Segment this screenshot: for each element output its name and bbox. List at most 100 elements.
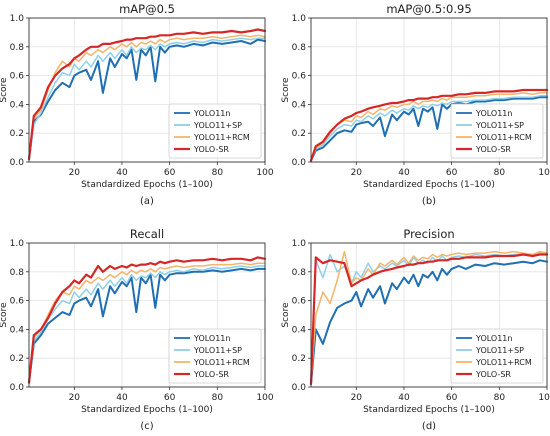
series-line-yolo11-rcm: [28, 34, 266, 160]
x-tick-label: 60: [446, 168, 458, 178]
chart-panel-2: 0.0 0.2 0.4 0.6 0.8 1.0 20 40 60 80 100 mAP@0.5:0.9…: [281, 2, 550, 207]
panel-label: (d): [422, 421, 436, 432]
series-line-yolo11-sp: [28, 37, 266, 160]
x-tick-label: 100: [256, 168, 273, 178]
x-axis-label: Standardized Epochs (1–100): [81, 180, 213, 190]
legend-entry: YOLO11n: [475, 334, 512, 343]
chart-title: mAP@0.5: [119, 2, 175, 16]
x-tick-label: 20: [69, 168, 81, 178]
series-line-yolo-sr: [27, 28, 267, 161]
legend-entry: YOLO-SR: [193, 145, 229, 154]
axes-frame: [310, 17, 548, 163]
axes-frame: [310, 242, 548, 388]
y-tick-label: 0.4: [10, 325, 25, 335]
x-tick-label: 100: [538, 393, 550, 403]
chart-title: Precision: [403, 227, 454, 241]
legend-box: [168, 328, 262, 384]
x-axis-label: Standardized Epochs (1–100): [363, 405, 495, 415]
legend-entry: YOLO11+SP: [475, 346, 524, 355]
y-tick-label: 0.2: [292, 354, 306, 364]
series-line-yolo11n: [310, 259, 548, 386]
y-tick-label: 0.2: [10, 354, 24, 364]
panel-label: (a): [140, 196, 154, 207]
x-tick-label: 40: [116, 168, 128, 178]
legend: YOLO11n YOLO11+SP YOLO11+RCM YOLO-SR: [450, 328, 544, 384]
x-tick-label: 60: [164, 393, 176, 403]
y-tick-label: 0.4: [292, 100, 307, 110]
y-tick-label: 0.2: [292, 129, 306, 139]
y-tick-label: 0.4: [292, 325, 307, 335]
axes-frame: [28, 242, 266, 388]
chart-panel-1: 0.0 0.2 0.4 0.6 0.8 1.0 20 40 60 80 100 mAP@0.5 Stan…: [0, 2, 274, 207]
legend: YOLO11n YOLO11+SP YOLO11+RCM YOLO-SR: [168, 103, 262, 159]
x-tick-label: 40: [398, 393, 410, 403]
series-line-yolo11n: [310, 96, 548, 162]
y-tick-label: 0.6: [10, 72, 25, 82]
series-line-yolo-sr: [309, 253, 549, 386]
y-tick-label: 0.6: [292, 72, 307, 82]
legend-box: [450, 328, 544, 384]
series-line-yolo11n: [28, 38, 266, 161]
y-tick-label: 0.0: [292, 383, 307, 393]
legend-entry: YOLO11n: [193, 109, 230, 118]
x-tick-label: 40: [398, 168, 410, 178]
x-tick-label: 20: [351, 168, 363, 178]
y-tick-label: 0.8: [10, 268, 25, 278]
y-tick-label: 1.0: [10, 239, 25, 249]
y-tick-label: 0.0: [10, 158, 25, 168]
y-tick-label: 0.6: [10, 297, 25, 307]
y-tick-label: 0.8: [10, 43, 25, 53]
y-tick-label: 1.0: [292, 239, 307, 249]
chart-title: mAP@0.5:0.95: [386, 2, 471, 16]
x-axis-label: Standardized Epochs (1–100): [81, 405, 213, 415]
x-tick-label: 80: [212, 393, 224, 403]
chart-title: Recall: [130, 227, 164, 241]
x-tick-label: 100: [538, 168, 550, 178]
y-tick-label: 1.0: [10, 14, 25, 24]
y-tick-label: 1.0: [292, 14, 307, 24]
x-tick-label: 80: [494, 168, 506, 178]
legend-entry: YOLO11+RCM: [475, 133, 532, 142]
legend-entry: YOLO-SR: [475, 145, 511, 154]
x-tick-label: 60: [164, 168, 176, 178]
x-tick-label: 80: [494, 393, 506, 403]
series-line-yolo-sr: [27, 256, 267, 384]
panel-label: (c): [140, 421, 153, 432]
legend-entry: YOLO11+RCM: [193, 133, 250, 142]
y-tick-label: 0.0: [10, 383, 25, 393]
legend-entry: YOLO11n: [193, 334, 230, 343]
x-tick-label: 100: [256, 393, 273, 403]
x-tick-label: 60: [446, 393, 458, 403]
chart-panel-3: 0.0 0.2 0.4 0.6 0.8 1.0 20 40 60 80 100 Recall Stand…: [0, 227, 274, 432]
series-line-yolo11-rcm: [310, 92, 548, 162]
panel-label: (b): [422, 196, 436, 207]
legend-box: [450, 103, 544, 159]
chart-panel-4: 0.0 0.2 0.4 0.6 0.8 1.0 20 40 60 80 100 Precision St…: [281, 227, 550, 432]
legend-entry: YOLO-SR: [475, 370, 511, 379]
y-tick-label: 0.2: [10, 129, 24, 139]
x-axis-label: Standardized Epochs (1–100): [363, 180, 495, 190]
y-tick-label: 0.6: [292, 297, 307, 307]
series-line-yolo-sr: [309, 88, 549, 162]
y-axis-label: Score: [0, 302, 9, 328]
axes-frame: [28, 17, 266, 163]
x-tick-label: 20: [351, 393, 363, 403]
legend-box: [168, 103, 262, 159]
x-tick-label: 40: [116, 393, 128, 403]
legend-entry: YOLO-SR: [193, 370, 229, 379]
legend-entry: YOLO11n: [475, 109, 512, 118]
series-line-yolo11-sp: [310, 95, 548, 162]
y-axis-label: Score: [281, 77, 291, 103]
x-tick-label: 20: [69, 393, 81, 403]
y-axis-label: Score: [281, 302, 291, 328]
legend-entry: YOLO11+RCM: [475, 358, 532, 367]
legend-entry: YOLO11+RCM: [193, 358, 250, 367]
y-tick-label: 0.0: [292, 158, 307, 168]
legend-entry: YOLO11+SP: [193, 346, 242, 355]
series-line-yolo11-rcm: [28, 262, 266, 384]
y-tick-label: 0.8: [292, 268, 307, 278]
x-tick-label: 80: [212, 168, 224, 178]
y-tick-label: 0.8: [292, 43, 307, 53]
y-tick-label: 0.4: [10, 100, 25, 110]
